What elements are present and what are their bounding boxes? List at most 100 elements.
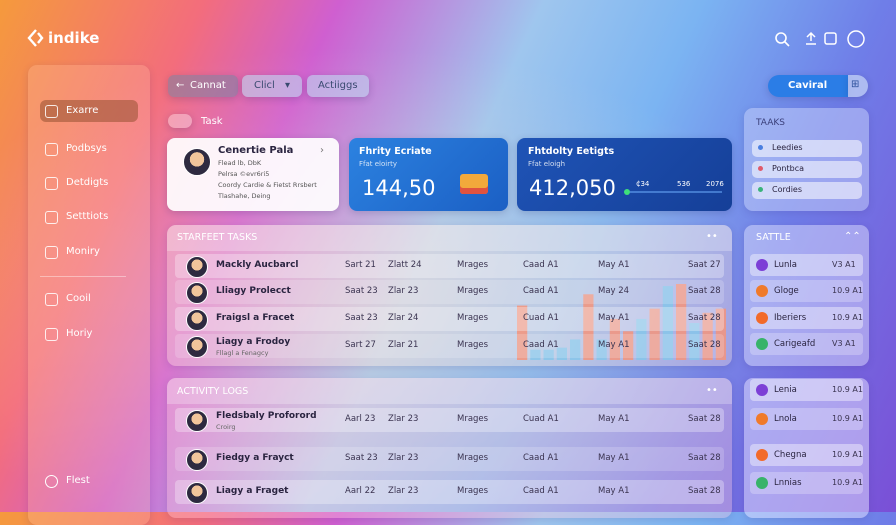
side-row[interactable]: [750, 444, 863, 466]
row-cell: Zlar 23: [388, 414, 419, 424]
panel-header: [167, 378, 732, 404]
side-value: 10.9 A1: [832, 450, 863, 459]
toolbar-dropdown[interactable]: [242, 75, 302, 97]
legend-label: ₵34: [636, 180, 650, 188]
row-cell: Mrages: [457, 340, 489, 350]
primary-button[interactable]: [768, 75, 848, 97]
button-label: Caviral: [788, 80, 828, 91]
row-cell: Saat 28: [688, 453, 721, 463]
row-cell: Sart 27: [345, 340, 376, 350]
table-row[interactable]: [175, 334, 724, 358]
sidebar-footer[interactable]: Flest: [66, 475, 90, 486]
bar: [636, 318, 647, 360]
row-cell: Aarl 22: [345, 486, 376, 496]
table-row[interactable]: [175, 307, 724, 331]
sidebar-divider: [40, 276, 126, 277]
side-row[interactable]: [750, 254, 863, 276]
bar: [702, 312, 713, 360]
side-row[interactable]: [750, 307, 863, 329]
row-cell: Mrages: [457, 313, 489, 323]
upload-icon[interactable]: [806, 31, 816, 45]
task-item[interactable]: [752, 161, 862, 178]
side-name: Lnnias: [774, 478, 802, 488]
sparkline: [624, 189, 722, 195]
avatar: [186, 449, 208, 471]
row-cell: Caad A1: [523, 486, 559, 496]
side-name: Lnola: [774, 414, 797, 424]
side-name: Chegna: [774, 450, 807, 460]
row-cell: Sart 21: [345, 260, 376, 270]
row-name: Liagy a Fraget: [216, 486, 289, 496]
row-name: Lliagy Prolecct: [216, 286, 291, 296]
sidebar-icon: [45, 246, 58, 259]
button-label: Cannat: [190, 80, 226, 91]
bar: [662, 286, 673, 360]
toolbar-button[interactable]: [307, 75, 369, 97]
table-row[interactable]: [175, 447, 724, 471]
panel-title: TAAKS: [756, 118, 785, 128]
sidebar-icon: [45, 211, 58, 224]
side-row[interactable]: [750, 379, 863, 401]
bar: [543, 349, 554, 360]
section-label: Task: [201, 116, 223, 127]
row-cell: Saat 28: [688, 313, 721, 323]
sidebar-item-active[interactable]: [40, 100, 138, 122]
sidebar-label: Setttiots: [66, 211, 109, 222]
bar: [623, 331, 634, 360]
table-row[interactable]: [175, 254, 724, 278]
avatar: [186, 482, 208, 504]
row-cell: Caad A1: [523, 260, 559, 270]
row-cell: Saat 23: [345, 313, 378, 323]
side-row[interactable]: [750, 408, 863, 430]
search-icon[interactable]: [775, 32, 787, 44]
row-cell: May 24: [598, 286, 630, 296]
row-cell: May A1: [598, 414, 630, 424]
row-cell: Saat 23: [345, 286, 378, 296]
sidebar-label: Moniry: [66, 246, 100, 257]
toolbar-button[interactable]: [168, 75, 238, 97]
side-row[interactable]: [750, 472, 863, 494]
side-name: Carigeafd: [774, 339, 816, 349]
side-row[interactable]: [750, 280, 863, 302]
side-icon: [756, 285, 768, 297]
task-dot: [758, 145, 763, 150]
button-label: Clicl: [254, 80, 275, 91]
panel-header: [167, 225, 732, 251]
row-name: Mackly Aucbarcl: [216, 260, 299, 270]
primary-button-extra[interactable]: [848, 75, 868, 97]
profile-line: Pelrsa ©evr6ri5: [218, 170, 270, 178]
row-cell: May A1: [598, 486, 630, 496]
row-cell: Mrages: [457, 453, 489, 463]
row-sub: Fllagl a Fenagcy: [216, 349, 269, 357]
avatar: [186, 282, 208, 304]
side-row[interactable]: [750, 333, 863, 355]
row-cell: Cuad A1: [523, 313, 559, 323]
sidebar-icon: [45, 475, 58, 488]
sidebar-icon: [45, 293, 58, 306]
task-item[interactable]: [752, 182, 862, 199]
side-icon: [756, 259, 768, 271]
table-row[interactable]: [175, 480, 724, 504]
profile-line: Tlashahe, Deing: [218, 192, 271, 200]
row-cell: Mrages: [457, 486, 489, 496]
row-cell: Caad A1: [523, 340, 559, 350]
task-item[interactable]: [752, 140, 862, 157]
side-icon: [756, 338, 768, 350]
avatar: [186, 256, 208, 278]
notes-icon[interactable]: [824, 32, 837, 45]
toggle[interactable]: [168, 114, 192, 128]
bar: [649, 308, 660, 360]
side-icon: [756, 449, 768, 461]
row-cell: Saat 28: [688, 340, 721, 350]
table-row[interactable]: [175, 408, 724, 432]
row-cell: Saat 28: [688, 414, 721, 424]
side-icon: [756, 384, 768, 396]
side-value: V3 A1: [832, 339, 856, 348]
table-row[interactable]: [175, 280, 724, 304]
bar: [715, 308, 726, 360]
side-value: 10.9 A1: [832, 313, 863, 322]
profile-icon[interactable]: [847, 30, 865, 48]
row-cell: May A1: [598, 340, 630, 350]
bar: [517, 305, 528, 360]
task-dot: [758, 187, 763, 192]
